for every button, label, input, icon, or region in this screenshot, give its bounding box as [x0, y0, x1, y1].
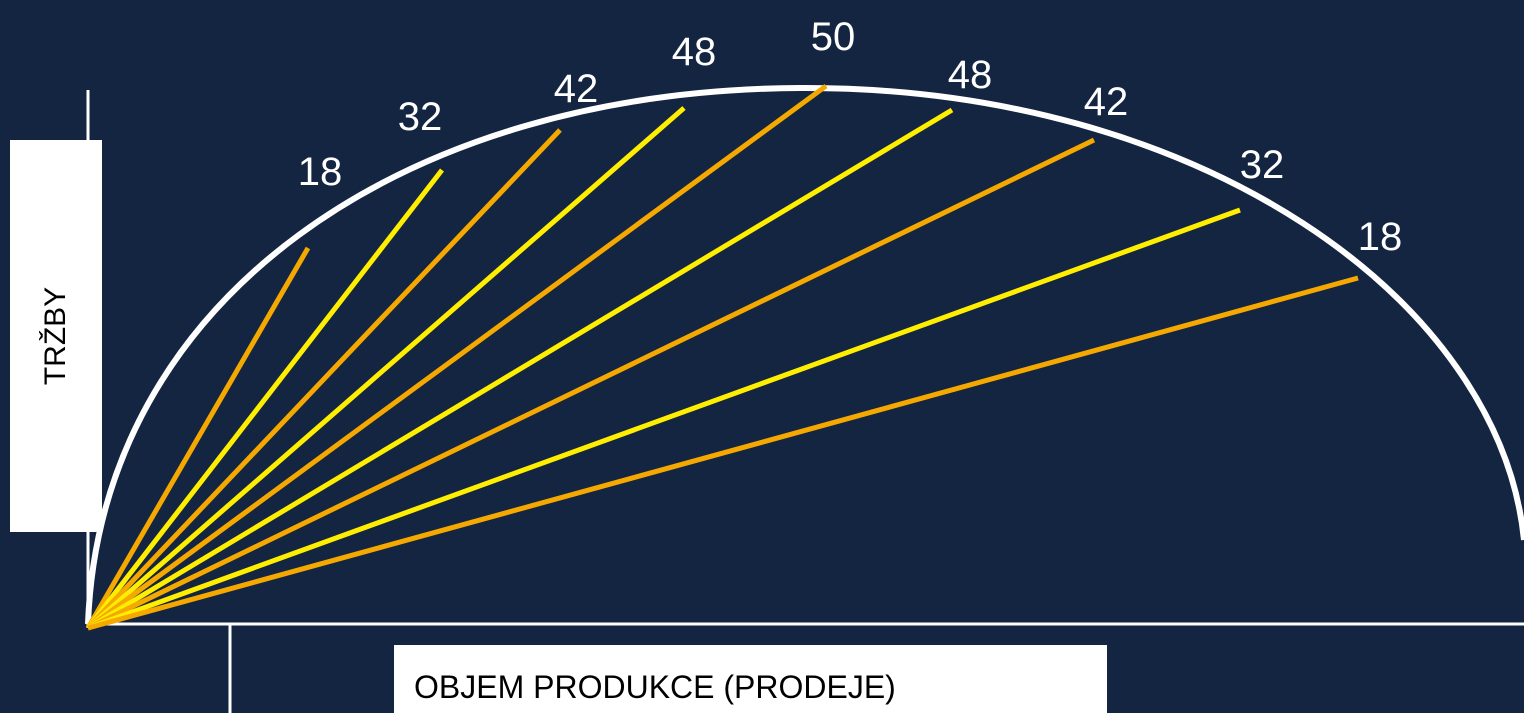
ray-value-label: 32 — [1240, 143, 1285, 187]
ray-value-label: 48 — [948, 53, 993, 97]
ray-line — [85, 246, 311, 630]
ray-line — [87, 207, 1241, 631]
ray-line — [86, 107, 954, 631]
y-axis-label: TRŽBY — [39, 286, 72, 386]
ray-line — [86, 106, 686, 630]
value-labels-group: 18 32 42 48 50 48 42 32 18 — [298, 15, 1403, 259]
revenue-curve — [85, 84, 1524, 625]
ray-line — [86, 168, 444, 630]
ray-line — [86, 83, 828, 631]
ray-value-label: 42 — [1084, 80, 1129, 124]
ray-line — [86, 137, 1096, 631]
ray-value-label: 18 — [298, 150, 343, 194]
ray-value-label: 32 — [398, 95, 443, 139]
y-axis-label-box — [10, 140, 102, 532]
rays-group — [85, 83, 1359, 631]
ray-value-label: 50 — [811, 15, 856, 59]
ray-line — [86, 128, 562, 630]
ray-value-label: 48 — [672, 30, 717, 74]
ray-value-label: 42 — [554, 67, 599, 111]
ray-line — [87, 275, 1359, 631]
x-axis-label-box: OBJEM PRODUKCE (PRODEJE) — [394, 645, 1107, 713]
x-axis-label: OBJEM PRODUKCE (PRODEJE) — [414, 669, 896, 705]
ray-value-label: 18 — [1358, 215, 1403, 259]
